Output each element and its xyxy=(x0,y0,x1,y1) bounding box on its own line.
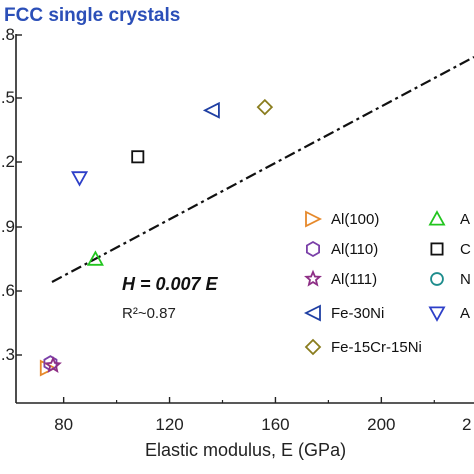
data-point xyxy=(256,98,274,116)
x-axis-label: Elastic modulus, E (GPa) xyxy=(145,440,346,460)
chart-title: FCC single crystals xyxy=(4,5,180,26)
fit-line xyxy=(51,56,474,283)
fit-equation: H = 0.007 E xyxy=(122,274,219,294)
x-tick-label: 120 xyxy=(155,415,183,434)
legend-label: A xyxy=(460,211,470,228)
y-tick-label: .9 xyxy=(1,217,15,236)
legend-label: N xyxy=(460,271,471,288)
y-axis-ticks: .3 .6 .9 .2 .5 .8 xyxy=(1,25,22,364)
legend-label: A xyxy=(460,305,470,322)
legend-label: Al(111) xyxy=(331,271,377,288)
y-tick-label: .2 xyxy=(1,152,15,171)
data-point xyxy=(71,171,89,187)
legend-marker xyxy=(430,242,444,256)
x-axis-ticks: 80 120 160 200 2 xyxy=(54,397,471,434)
legend-marker xyxy=(428,210,446,226)
data-point xyxy=(86,250,104,266)
x-tick-label: 2 xyxy=(462,415,471,434)
data-markers xyxy=(39,98,274,377)
legend: Al(100) Al(110) Al(111) Fe-30Ni Fe-15Cr-15Ni… xyxy=(303,210,471,356)
y-tick-label: .3 xyxy=(1,345,15,364)
y-tick-label: .6 xyxy=(1,281,15,300)
legend-marker xyxy=(305,210,323,228)
legend-label: Al(110) xyxy=(331,241,378,258)
legend-label: Fe-15Cr-15Ni xyxy=(331,339,422,356)
x-tick-label: 80 xyxy=(54,415,73,434)
legend-marker xyxy=(305,240,321,258)
x-tick-label: 200 xyxy=(367,415,395,434)
y-tick-label: .5 xyxy=(1,88,15,107)
data-point xyxy=(44,356,62,373)
legend-marker xyxy=(430,272,444,286)
data-point xyxy=(131,150,145,164)
legend-marker xyxy=(428,306,446,322)
data-point xyxy=(202,101,220,119)
legend-marker xyxy=(304,338,322,356)
fit-r2: R²~0.87 xyxy=(122,305,176,322)
x-tick-label: 160 xyxy=(261,415,289,434)
legend-marker xyxy=(303,304,321,322)
legend-label: Al(100) xyxy=(331,211,379,228)
legend-marker xyxy=(304,269,322,287)
legend-label: Fe-30Ni xyxy=(331,305,384,322)
legend-label: C xyxy=(460,241,471,258)
y-tick-label: .8 xyxy=(1,25,15,44)
